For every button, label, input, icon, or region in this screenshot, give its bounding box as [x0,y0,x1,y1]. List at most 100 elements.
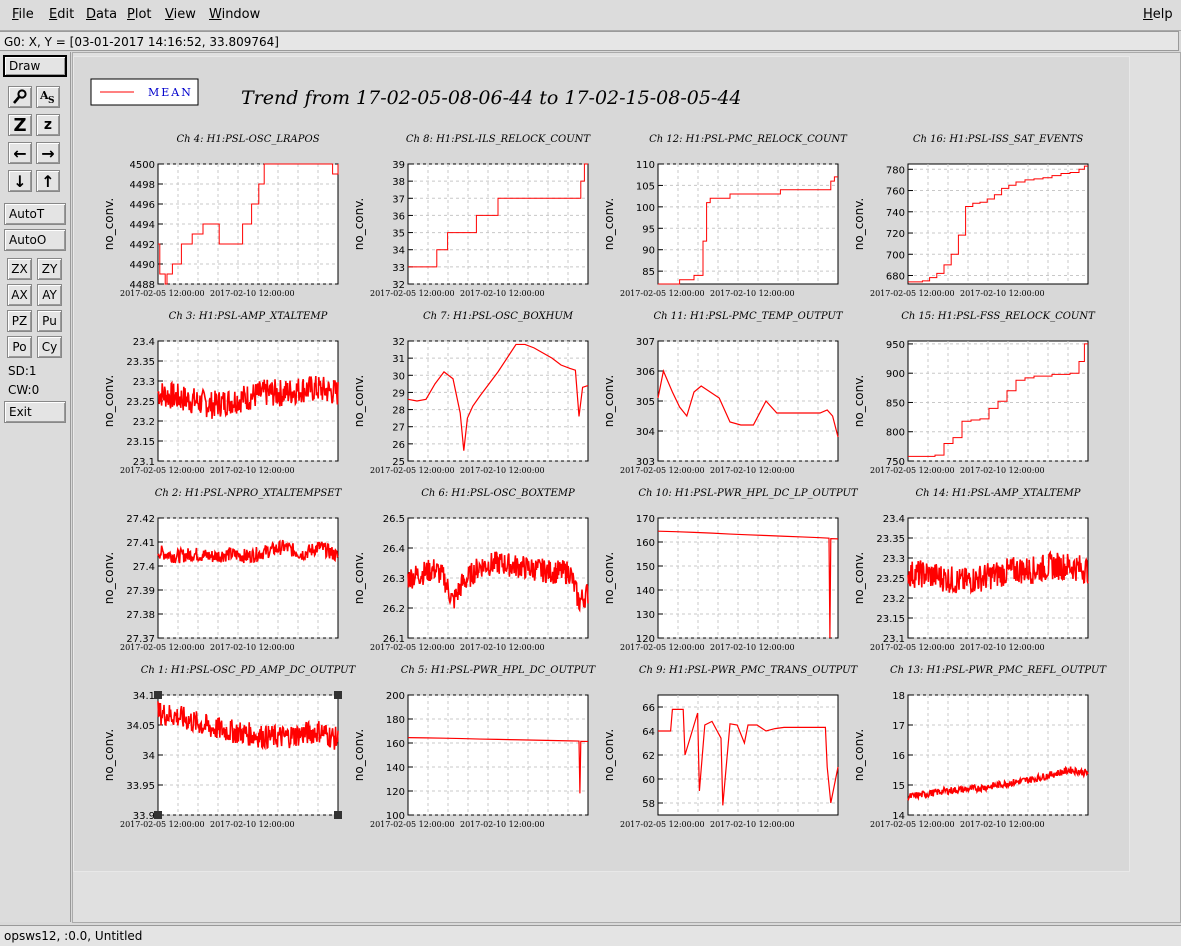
menu-data[interactable]: Data [86,7,118,22]
x-tick-label: 2017-02-05 12:00:00 [620,289,705,298]
y-tick-label: 23.25 [876,574,905,585]
arrow-up-icon[interactable]: ↑ [36,170,60,192]
po-button[interactable]: Po [7,336,32,358]
sd-label: SD:1 [8,364,37,378]
x-tick-label: 2017-02-10 12:00:00 [960,820,1045,829]
x-tick-label: 2017-02-05 12:00:00 [370,466,455,475]
x-tick-label: 2017-02-10 12:00:00 [460,466,545,475]
y-tick-label: 780 [886,165,905,176]
ax-button[interactable]: AX [7,284,32,306]
y-tick-label: 23.2 [133,417,155,428]
magnifier-icon[interactable] [8,86,32,108]
y-tick-label: 23.3 [883,554,905,565]
y-tick-label: 105 [636,181,655,192]
menu-edit[interactable]: Edit [49,7,75,22]
y-tick-label: 4496 [130,200,155,211]
exit-button[interactable]: Exit [4,401,66,423]
menu-view[interactable]: View [165,7,196,22]
plot-frame [407,694,589,816]
x-tick-label: 2017-02-05 12:00:00 [120,466,205,475]
y-tick-label: 307 [636,337,655,348]
series-line [657,530,839,639]
y-tick-label: 37 [392,194,405,205]
menu-window[interactable]: Window [209,7,261,22]
plot-frame [407,163,589,285]
y-tick-label: 4492 [130,240,155,251]
y-tick-label: 23.4 [133,337,155,348]
y-tick-label: 740 [886,208,905,219]
x-tick-label: 2017-02-05 12:00:00 [120,289,205,298]
svg-text:A: A [39,89,49,102]
y-tick-label: 120 [636,634,655,645]
y-tick-label: 27.38 [126,610,155,621]
x-tick-label: 2017-02-10 12:00:00 [710,466,795,475]
y-tick-label: 34.05 [126,721,155,732]
x-tick-label: 2017-02-05 12:00:00 [870,466,955,475]
x-tick-label: 2017-02-10 12:00:00 [710,820,795,829]
x-tick-label: 2017-02-05 12:00:00 [870,643,955,652]
menu-help[interactable]: Help [1143,7,1173,22]
y-tick-label: 23.4 [883,514,905,525]
series-line [407,343,589,451]
y-tick-label: 15 [892,781,905,792]
y-tick-label: 150 [636,562,655,573]
x-tick-label: 2017-02-10 12:00:00 [210,466,295,475]
status-bar: opsws12, :0.0, Untitled [0,925,1181,946]
series-line [908,343,1088,457]
series-line [907,765,1089,801]
zoom-in-button[interactable]: Z [8,114,32,136]
ay-button[interactable]: AY [37,284,62,306]
y-tick-label: 4490 [130,260,155,271]
y-axis-label: no_conv. [602,198,616,250]
menu-file[interactable]: File [12,7,34,22]
y-tick-label: 160 [386,739,405,750]
plot-title: Ch 5: H1:PSL-PWR_HPL_DC_OUTPUT [401,665,597,676]
autoo-button[interactable]: AutoO [4,229,66,251]
zy-button[interactable]: ZY [37,258,62,280]
plot-title: Ch 14: H1:PSL-AMP_XTALTEMP [915,488,1080,499]
y-tick-label: 66 [642,703,655,714]
y-tick-label: 23.3 [133,377,155,388]
selection-handle [154,691,162,699]
y-tick-label: 130 [636,610,655,621]
trend-plots[interactable]: MEAN Trend from 17-02-05-08-06-44 to 17-0… [74,57,1129,871]
pz-button[interactable]: PZ [7,310,32,332]
zoom-out-button[interactable]: z [36,114,60,136]
y-tick-label: 23.1 [133,457,155,468]
y-tick-label: 27.42 [126,514,155,525]
cy-button[interactable]: Cy [37,336,62,358]
autot-button[interactable]: AutoT [4,203,66,225]
arrow-right-icon[interactable]: → [36,142,60,164]
y-tick-label: 100 [386,811,405,822]
y-axis-label: no_conv. [602,375,616,427]
y-tick-label: 680 [886,272,905,283]
series-line [158,163,339,285]
pu-button[interactable]: Pu [37,310,62,332]
x-tick-label: 2017-02-05 12:00:00 [870,289,955,298]
x-tick-label: 2017-02-10 12:00:00 [960,466,1045,475]
zx-button[interactable]: ZX [7,258,32,280]
y-tick-label: 25 [392,457,405,468]
series-line [407,551,589,613]
plot-title: Ch 15: H1:PSL-FSS_RELOCK_COUNT [901,311,1096,322]
y-axis-label: no_conv. [852,375,866,427]
y-tick-label: 95 [642,224,655,235]
y-tick-label: 306 [636,367,655,378]
arrow-left-icon[interactable]: ← [8,142,32,164]
y-tick-label: 62 [642,751,655,762]
y-tick-label: 34 [392,246,405,257]
menu-plot[interactable]: Plot [127,7,152,22]
x-tick-label: 2017-02-10 12:00:00 [210,643,295,652]
y-axis-label: no_conv. [602,552,616,604]
y-tick-label: 4494 [130,220,155,231]
y-tick-label: 23.1 [883,634,905,645]
selection-handle [334,811,342,819]
y-axis-label: no_conv. [352,729,366,781]
y-axis-label: no_conv. [352,198,366,250]
plot-canvas[interactable]: MEAN Trend from 17-02-05-08-06-44 to 17-0… [73,56,1130,872]
y-tick-label: 90 [642,246,655,257]
arrow-down-icon[interactable]: ↓ [8,170,32,192]
y-tick-label: 32 [392,337,405,348]
draw-button[interactable]: Draw [3,55,67,77]
